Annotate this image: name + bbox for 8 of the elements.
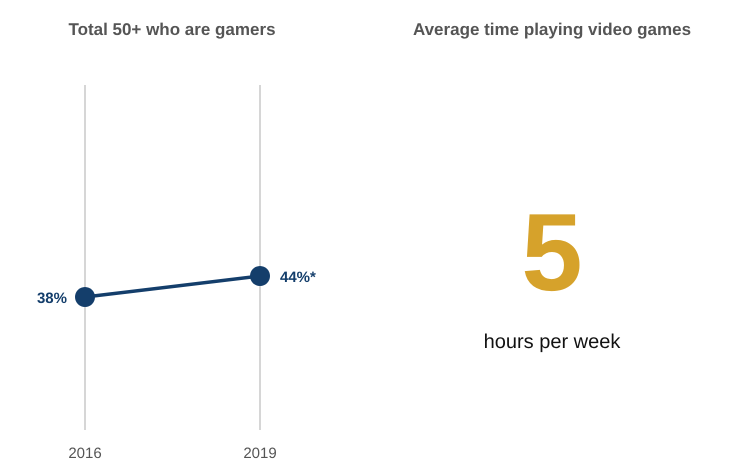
text: Average time playing video games: [412, 20, 692, 39]
x-tick-label: 2019: [243, 445, 277, 462]
x-tick-label: 2016: [68, 445, 102, 462]
text: 5: [521, 191, 583, 314]
chart-title: Total 50+ who are gamers: [68, 20, 276, 39]
data-label: 38%: [36, 290, 67, 307]
text: hours per week: [484, 331, 622, 353]
data-label: 44%*: [280, 269, 316, 286]
